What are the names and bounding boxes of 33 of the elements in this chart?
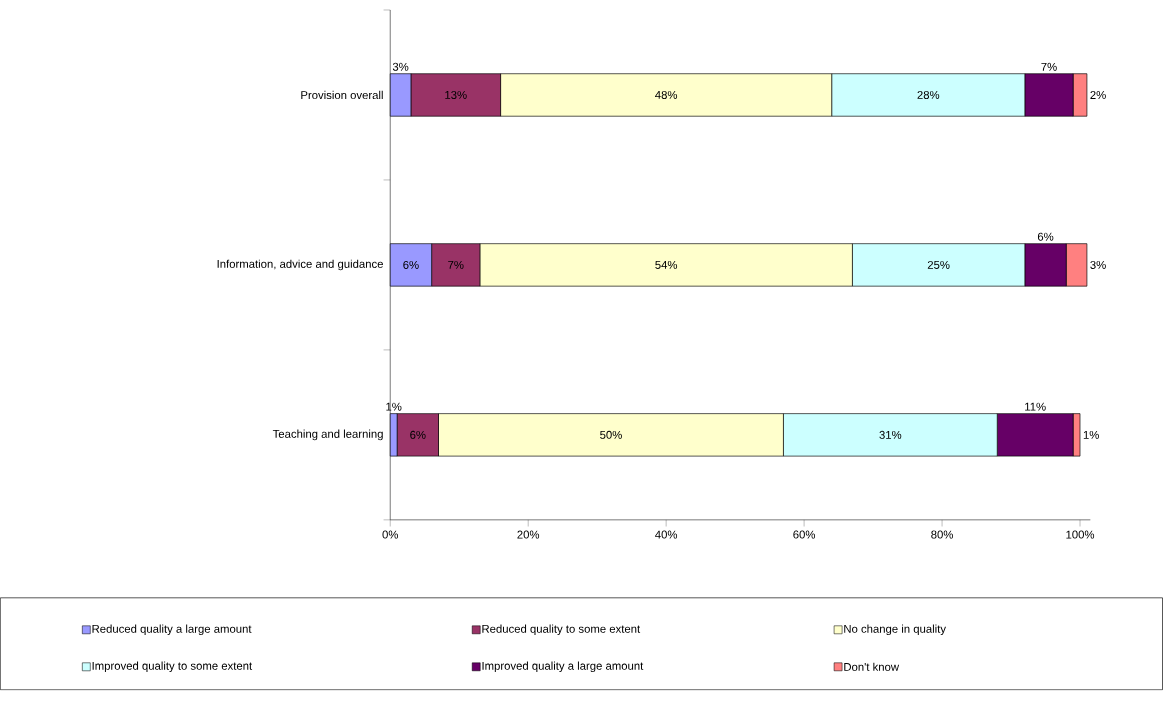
data-label: 28% — [917, 91, 940, 100]
x-tick-label: 20% — [517, 530, 540, 539]
y-tick-label: Information, advice and guidance — [217, 259, 383, 271]
data-label: 6% — [410, 430, 426, 439]
data-label: 7% — [1041, 62, 1057, 71]
x-tick-label: 80% — [931, 530, 954, 539]
data-label: 48% — [655, 91, 678, 100]
y-tick-label: Teaching and learning — [272, 429, 383, 441]
data-label: 3% — [1090, 261, 1106, 270]
data-label: 13% — [445, 91, 467, 100]
x-tick-label: 100% — [1066, 530, 1095, 539]
data-label: 11% — [1025, 402, 1046, 411]
data-label: 31% — [879, 430, 902, 439]
data-label: 54% — [655, 261, 678, 269]
data-label: 1% — [1083, 431, 1099, 439]
legend-label: Improved quality to some extent — [92, 661, 253, 673]
legend-label: Reduced quality to some extent — [482, 624, 641, 636]
data-label: 2% — [1090, 91, 1106, 100]
legend-label: No change in quality — [844, 624, 946, 636]
data-label: 7% — [448, 261, 464, 269]
y-tick-label: Provision overall — [301, 90, 383, 100]
legend-label: Reduced quality a large amount — [92, 624, 252, 636]
x-tick-label: 0% — [382, 530, 399, 539]
data-label: 50% — [600, 430, 622, 439]
data-label: 6% — [1037, 232, 1054, 241]
data-label: 6% — [403, 261, 419, 270]
x-tick-label: 60% — [793, 530, 816, 539]
legend-label: Don't know — [844, 662, 900, 672]
data-label: 1% — [386, 402, 402, 411]
legend-label: Improved quality a large amount — [482, 661, 644, 673]
data-label: 25% — [927, 261, 950, 270]
x-tick-label: 40% — [655, 530, 678, 539]
data-label: 3% — [392, 62, 409, 71]
